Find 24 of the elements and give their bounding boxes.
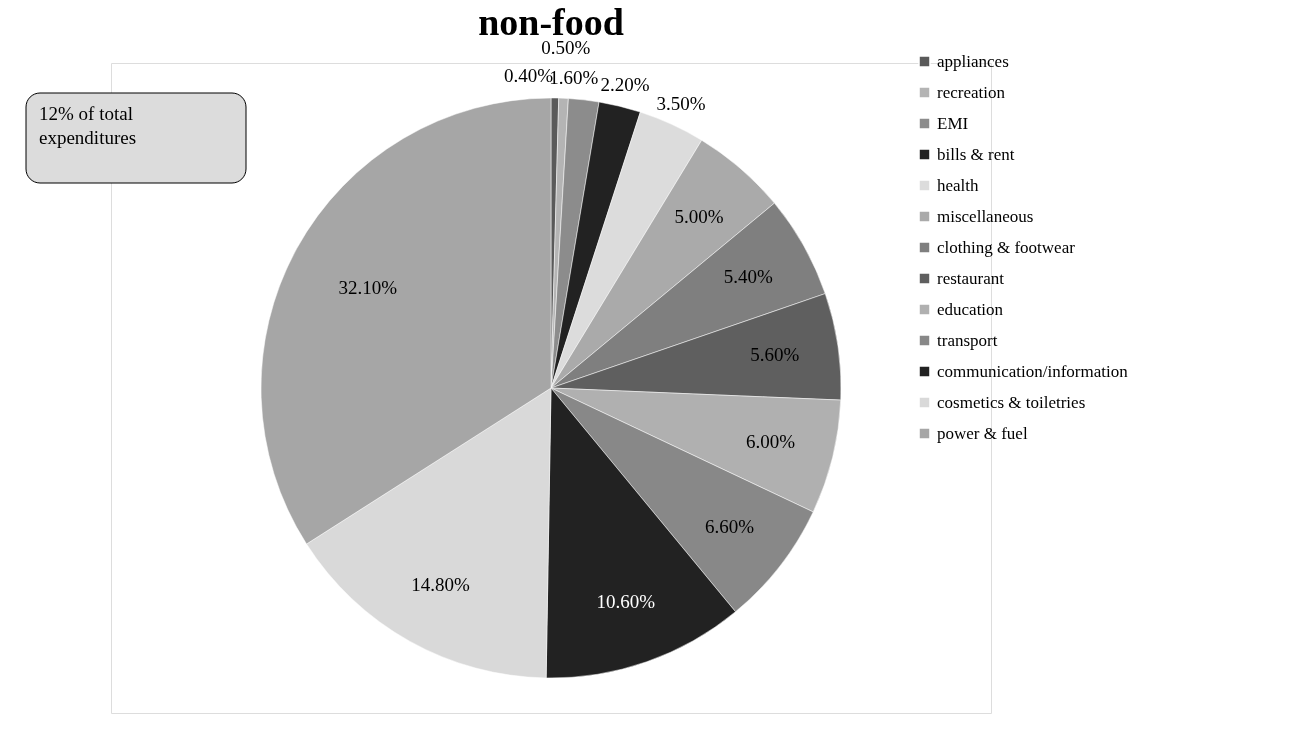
data-label: 5.00% xyxy=(674,205,724,227)
data-label: 14.80% xyxy=(411,574,471,596)
legend-label: recreation xyxy=(937,82,1006,102)
data-label: 32.10% xyxy=(338,276,398,298)
data-label: 2.20% xyxy=(600,73,650,95)
data-label: 6.60% xyxy=(704,515,755,537)
legend-label: miscellaneous xyxy=(937,206,1034,226)
data-label: 5.40% xyxy=(723,266,773,288)
legend-label: transport xyxy=(937,330,998,350)
data-label: 10.60% xyxy=(596,590,656,612)
legend-label: clothing & footwear xyxy=(937,237,1076,257)
data-label: 6.00% xyxy=(746,431,796,453)
data-label: 5.60% xyxy=(750,344,800,366)
legend-label: health xyxy=(937,175,980,195)
data-label: 3.50% xyxy=(656,93,706,115)
legend-label: restaurant xyxy=(937,268,1005,288)
legend-label: appliances xyxy=(937,51,1009,71)
text: 12% of total expenditures xyxy=(39,103,137,148)
legend-label: communication/information xyxy=(937,361,1129,381)
legend-label: cosmetics & toiletries xyxy=(937,392,1086,412)
legend-label: power & fuel xyxy=(937,423,1028,443)
legend-label: EMI xyxy=(937,113,969,133)
legend-label: education xyxy=(937,299,1004,319)
legend-label: bills & rent xyxy=(937,144,1015,164)
